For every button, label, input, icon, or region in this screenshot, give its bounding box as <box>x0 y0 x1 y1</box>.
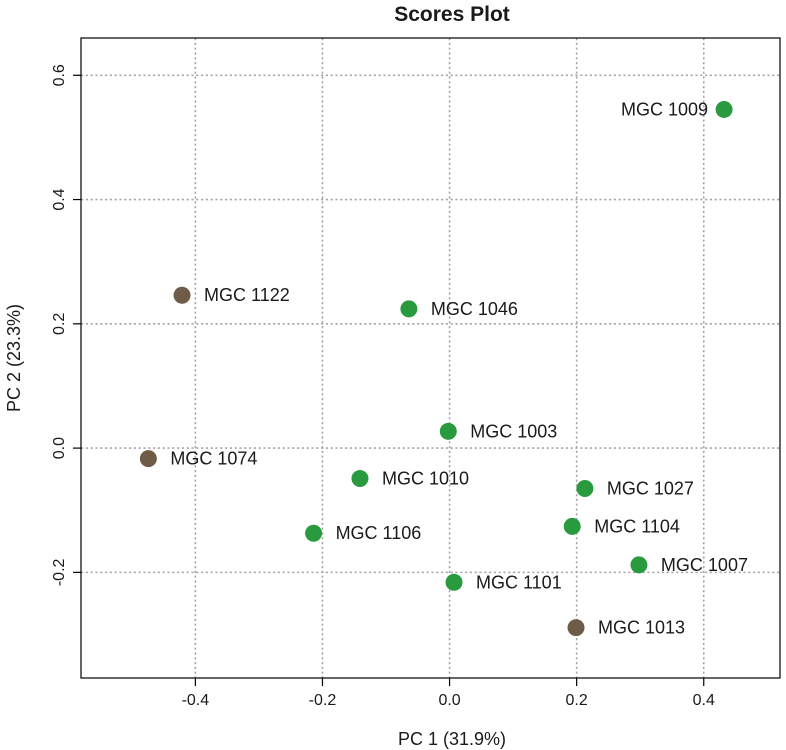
x-tick-label: 0.4 <box>693 692 715 709</box>
data-point <box>563 517 581 535</box>
x-axis-label: PC 1 (31.9%) <box>398 729 506 749</box>
y-tick-label: 0.4 <box>51 188 68 210</box>
data-point <box>630 556 648 574</box>
data-points: MGC 1009 MGC 1122 MGC 1046 MGC 1003 MGC 1074… <box>139 99 748 638</box>
data-point <box>576 479 594 497</box>
data-point <box>173 286 191 304</box>
data-point <box>400 300 418 318</box>
chart-title: Scores Plot <box>394 3 510 26</box>
data-point <box>567 619 585 637</box>
x-tick-label: 0.2 <box>566 692 588 709</box>
data-point <box>715 100 733 118</box>
point-label: MGC 1007 <box>661 555 748 575</box>
y-tick-label: 0.2 <box>51 313 68 335</box>
data-point <box>351 470 369 488</box>
point-label: MGC 1009 <box>621 99 708 119</box>
y-axis: -0.2 0.0 0.2 0.4 0.6 <box>51 64 81 586</box>
data-point <box>305 524 323 542</box>
y-tick-label: 0.6 <box>51 64 68 86</box>
x-tick-label: 0.0 <box>438 692 460 709</box>
x-tick-label: -0.2 <box>309 692 337 709</box>
point-label: MGC 1101 <box>476 572 562 592</box>
point-label: MGC 1010 <box>382 469 469 489</box>
x-tick-label: -0.4 <box>182 692 210 709</box>
point-label: MGC 1046 <box>431 299 518 319</box>
point-label: MGC 1013 <box>598 618 685 638</box>
plot-frame <box>80 37 781 679</box>
point-label: MGC 1074 <box>170 449 257 469</box>
y-tick-label: -0.2 <box>51 558 68 586</box>
data-point <box>445 573 463 591</box>
point-label: MGC 1027 <box>607 478 694 498</box>
data-point <box>139 450 157 468</box>
x-axis: -0.4 -0.2 0.0 0.2 0.4 <box>182 678 715 709</box>
y-tick-label: 0.0 <box>51 437 68 459</box>
grid <box>81 38 780 678</box>
y-axis-label: PC 2 (23.3%) <box>4 304 24 412</box>
point-label: MGC 1003 <box>470 421 557 441</box>
point-label: MGC 1104 <box>594 516 680 536</box>
point-label: MGC 1122 <box>204 285 290 305</box>
data-point <box>439 422 457 440</box>
point-label: MGC 1106 <box>336 523 422 543</box>
